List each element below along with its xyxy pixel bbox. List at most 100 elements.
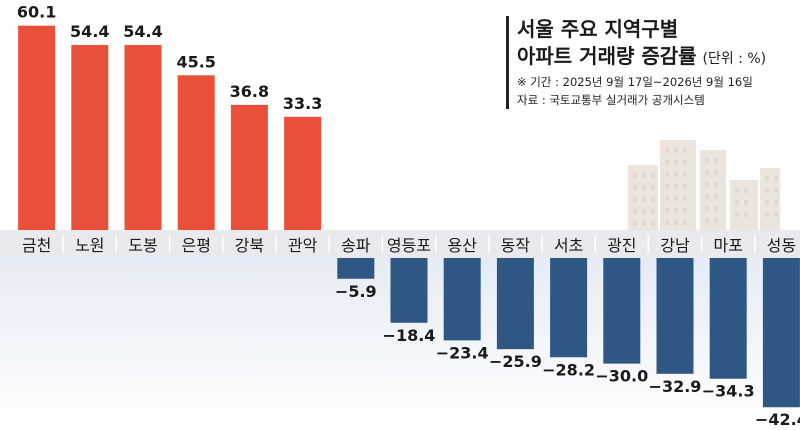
value-label-동작: −25.9 xyxy=(489,352,542,371)
building-window xyxy=(765,200,769,205)
building-window xyxy=(774,212,778,217)
category-label-송파: 송파 xyxy=(341,236,371,255)
building-window xyxy=(744,188,748,193)
building-window xyxy=(744,200,748,205)
building-window xyxy=(642,197,646,202)
bar-금천 xyxy=(18,25,56,230)
period-note: ※ 기간 : 2025년 9월 17일~2026년 9월 16일 xyxy=(517,75,753,89)
building-window xyxy=(714,218,718,223)
building-window xyxy=(735,200,739,205)
category-label-마포: 마포 xyxy=(713,236,742,255)
building-window xyxy=(714,206,718,211)
building-window xyxy=(714,194,718,199)
building-window xyxy=(674,220,678,225)
category-label-노원: 노원 xyxy=(75,236,104,255)
building-illustration xyxy=(628,140,780,230)
value-label-용산: −23.4 xyxy=(436,343,489,362)
building-window xyxy=(665,148,669,153)
category-label-은평: 은평 xyxy=(181,236,210,255)
bar-성동 xyxy=(762,258,800,408)
category-label-강북: 강북 xyxy=(235,236,264,255)
value-label-강북: 36.8 xyxy=(230,82,269,101)
bar-도봉 xyxy=(124,45,162,230)
bar-노원 xyxy=(71,45,109,230)
value-labels: 60.154.4 54.445.536.833.3−5.9−18.4−23.4 −2… xyxy=(17,3,800,430)
bar-서초 xyxy=(550,258,588,358)
building-window xyxy=(642,185,646,190)
building-window xyxy=(665,208,669,213)
source-note: 자료 : 국토교통부 실거래가 공개시스템 xyxy=(517,93,705,107)
building-window xyxy=(683,172,687,177)
building-window xyxy=(714,158,718,163)
building-window xyxy=(665,184,669,189)
building-window xyxy=(665,196,669,201)
building-window xyxy=(651,197,655,202)
value-label-광진: −30.0 xyxy=(595,367,648,386)
building-window xyxy=(674,196,678,201)
building-window xyxy=(674,160,678,165)
category-label-금천: 금천 xyxy=(22,236,51,255)
chart-title-line1: 서울 주요 지역구별 xyxy=(517,17,679,41)
building-window xyxy=(683,148,687,153)
category-label-동작: 동작 xyxy=(501,236,531,255)
value-label-관악: 33.3 xyxy=(283,94,322,113)
category-label-성동: 성동 xyxy=(767,236,796,255)
value-label-은평: 45.5 xyxy=(176,52,215,71)
building-window xyxy=(674,208,678,213)
building-window xyxy=(633,197,637,202)
bar-마포 xyxy=(709,258,747,379)
bar-강남 xyxy=(656,258,694,374)
value-label-서초: −28.2 xyxy=(542,360,595,379)
chart-title-line2: 아파트 거래량 증감률 (단위 : %) xyxy=(517,43,766,73)
building-window xyxy=(633,173,637,178)
unit-label: (단위 : %) xyxy=(702,51,767,67)
building-window xyxy=(705,170,709,175)
building-window xyxy=(683,208,687,213)
building-window xyxy=(642,173,646,178)
building-window xyxy=(735,188,739,193)
building-shape xyxy=(700,150,726,230)
value-label-도봉: 54.4 xyxy=(123,22,162,41)
building-window xyxy=(774,200,778,205)
bar-광진 xyxy=(603,258,641,364)
building-window xyxy=(642,221,646,226)
building-window xyxy=(705,182,709,187)
category-label-도봉: 도봉 xyxy=(128,236,157,255)
building-window xyxy=(651,185,655,190)
bar-은평 xyxy=(177,75,215,230)
building-window xyxy=(651,173,655,178)
building-window xyxy=(633,185,637,190)
building-window xyxy=(705,218,709,223)
building-window xyxy=(683,220,687,225)
value-label-강남: −32.9 xyxy=(649,377,702,396)
value-label-송파: −5.9 xyxy=(335,282,377,301)
category-label-강남: 강남 xyxy=(660,236,690,255)
bar-강북 xyxy=(230,104,268,230)
value-label-마포: −34.3 xyxy=(702,382,755,401)
building-window xyxy=(705,194,709,199)
building-window xyxy=(765,176,769,181)
building-window xyxy=(651,221,655,226)
building-window xyxy=(642,209,646,214)
building-window xyxy=(665,160,669,165)
building-window xyxy=(633,221,637,226)
chart-title-line2-text: 아파트 거래량 증감률 xyxy=(517,44,697,68)
category-label-용산: 용산 xyxy=(447,236,477,255)
value-label-영등포: −18.4 xyxy=(383,326,436,345)
building-window xyxy=(744,212,748,217)
bar-영등포 xyxy=(390,258,428,323)
building-window xyxy=(665,172,669,177)
building-window xyxy=(705,206,709,211)
bar-용산 xyxy=(443,258,481,341)
building-window xyxy=(705,158,709,163)
building-window xyxy=(774,188,778,193)
category-labels: 금천 노원 도봉 은평 강북 관악 송파 영등포 용산 동작 서초 광진 강남 마포 성동 xyxy=(22,235,796,255)
building-window xyxy=(683,160,687,165)
building-window xyxy=(674,184,678,189)
chart-title-block: 서울 주요 지역구별 아파트 거래량 증감률 (단위 : %) ※ 기간 : 20… xyxy=(506,16,766,109)
building-window xyxy=(683,196,687,201)
category-label-관악: 관악 xyxy=(288,236,318,255)
bar-송파 xyxy=(337,258,375,279)
